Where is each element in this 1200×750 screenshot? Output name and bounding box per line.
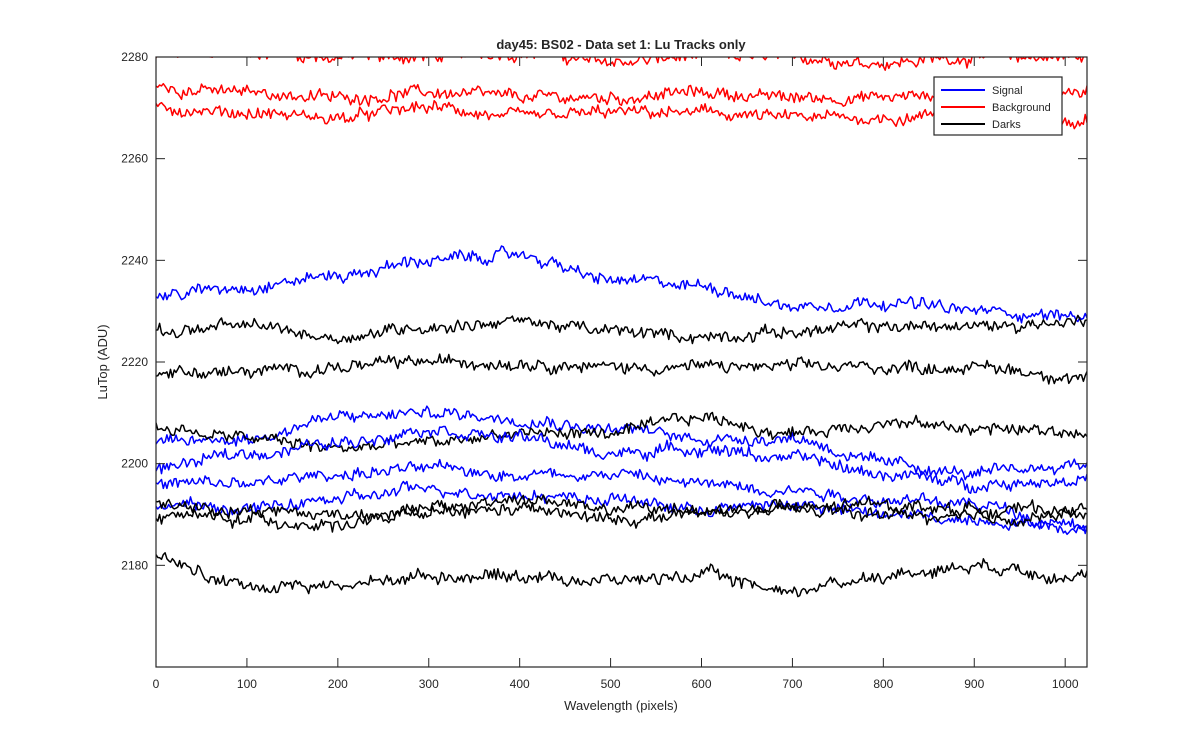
- x-tick-label: 300: [419, 677, 439, 691]
- x-tick-label: 400: [510, 677, 530, 691]
- y-tick-label: 2200: [121, 457, 148, 471]
- x-axis: 0 100 200 300 400 500 600 700 800 900 1000: [153, 57, 1079, 691]
- series-line-background-1: [156, 82, 1087, 107]
- legend-label-darks: Darks: [992, 119, 1021, 131]
- series-layer: [156, 57, 1087, 598]
- series-line-background-2: [156, 99, 1087, 130]
- y-axis: 2180 2200 2220 2240 2260 2280: [121, 50, 1087, 572]
- series-line-signal-6: [156, 405, 1087, 481]
- x-tick-label: 100: [237, 677, 257, 691]
- x-axis-label: Wavelength (pixels): [564, 698, 678, 713]
- series-line-darks-5: [156, 353, 1087, 385]
- x-tick-label: 600: [691, 677, 711, 691]
- series-line-darks-7: [156, 411, 1087, 453]
- y-tick-label: 2220: [121, 355, 148, 369]
- series-line-darks-11: [156, 494, 1087, 521]
- series-line-signal-3: [156, 245, 1087, 324]
- y-axis-label: LuTop (ADU): [95, 324, 110, 399]
- y-tick-label: 2260: [121, 152, 148, 166]
- x-tick-label: 200: [328, 677, 348, 691]
- x-tick-label: 900: [964, 677, 984, 691]
- x-tick-label: 1000: [1052, 677, 1079, 691]
- series-line-background-0: [156, 57, 1085, 71]
- x-tick-label: 0: [153, 677, 160, 691]
- series-line-signal-10: [156, 480, 1087, 535]
- series-line-darks-13: [156, 552, 1087, 598]
- legend-label-background: Background: [992, 102, 1051, 114]
- y-tick-label: 2180: [121, 558, 148, 572]
- y-tick-label: 2280: [121, 50, 148, 64]
- legend: Signal Background Darks: [933, 76, 1063, 136]
- y-tick-label: 2240: [121, 253, 148, 267]
- x-tick-label: 700: [782, 677, 802, 691]
- legend-label-signal: Signal: [992, 85, 1023, 97]
- x-tick-label: 500: [601, 677, 621, 691]
- x-tick-label: 800: [873, 677, 893, 691]
- series-line-signal-9: [156, 458, 1087, 536]
- series-line-signal-8: [156, 425, 1087, 494]
- chart-title: day45: BS02 - Data set 1: Lu Tracks only: [496, 37, 746, 52]
- series-line-darks-12: [156, 498, 1087, 533]
- series-line-darks-4: [156, 314, 1087, 345]
